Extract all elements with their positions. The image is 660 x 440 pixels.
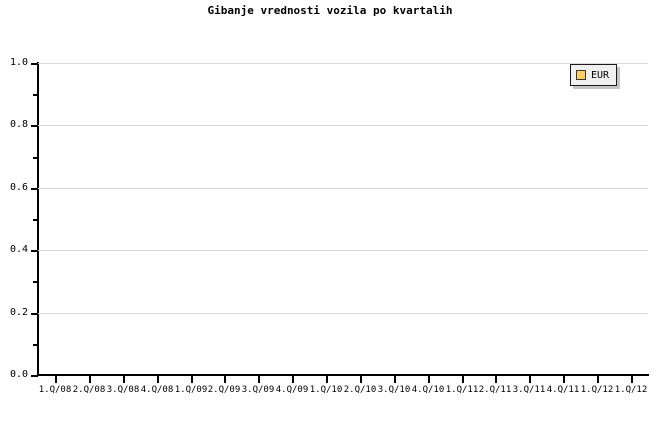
x-axis-tick: [428, 376, 430, 383]
x-axis-tick: [89, 376, 91, 383]
x-axis-tick: [563, 376, 565, 383]
x-axis-tick: [55, 376, 57, 383]
gridline: [38, 188, 648, 189]
chart-legend[interactable]: EUR: [570, 64, 618, 86]
gridline: [38, 125, 648, 126]
x-axis-label: 3.Q/08: [106, 385, 140, 395]
plot-area: [38, 63, 648, 375]
x-axis-tick: [529, 376, 531, 383]
y-axis-tick: [31, 250, 38, 252]
x-axis-label: 2.Q/11: [478, 385, 512, 395]
gridline: [38, 250, 648, 251]
y-axis-label: 0.2: [9, 307, 28, 318]
x-axis-tick: [258, 376, 260, 383]
chart-title: Gibanje vrednosti vozila po kvartalih: [207, 4, 453, 17]
x-axis-tick: [157, 376, 159, 383]
x-axis-label: 3.Q/10: [377, 385, 411, 395]
gridline: [38, 63, 648, 64]
x-axis-label: 1.Q/10: [309, 385, 343, 395]
x-axis-label: 4.Q/10: [411, 385, 445, 395]
x-axis-tick: [224, 376, 226, 383]
y-axis-minor-tick: [33, 157, 38, 159]
y-axis-tick: [31, 125, 38, 127]
y-axis-label: 0.6: [9, 182, 28, 193]
x-axis-label: 1.Q/09: [174, 385, 208, 395]
x-axis-tick: [631, 376, 633, 383]
x-axis-label: 3.Q/09: [241, 385, 275, 395]
legend-item[interactable]: EUR: [576, 70, 609, 81]
x-axis-tick: [360, 376, 362, 383]
x-axis-tick: [394, 376, 396, 383]
x-axis-label: 3.Q/11: [512, 385, 546, 395]
y-axis-minor-tick: [33, 344, 38, 346]
x-axis-tick: [191, 376, 193, 383]
x-axis-label: 1.Q/11: [445, 385, 479, 395]
x-axis-label: 1.Q/12: [614, 385, 648, 395]
y-axis-minor-tick: [33, 219, 38, 221]
y-axis-label: 0.8: [9, 119, 28, 130]
x-axis-tick: [326, 376, 328, 383]
y-axis-tick: [31, 188, 38, 190]
x-axis-label: 1.Q/08: [38, 385, 72, 395]
y-axis-tick: [31, 63, 38, 65]
y-axis-label: 0.4: [9, 244, 28, 255]
x-axis-label: 4.Q/09: [275, 385, 309, 395]
x-axis-label: 2.Q/09: [207, 385, 241, 395]
x-axis-label: 4.Q/11: [546, 385, 580, 395]
gridline: [38, 313, 648, 314]
y-axis-label: 0.0: [9, 369, 28, 380]
y-axis-tick: [31, 375, 38, 377]
y-axis-tick: [31, 313, 38, 315]
y-axis-minor-tick: [33, 94, 38, 96]
x-axis-label: 2.Q/10: [343, 385, 377, 395]
x-axis-tick: [292, 376, 294, 383]
legend-swatch-icon: [576, 70, 586, 80]
y-axis-label: 1.0: [9, 57, 28, 68]
series-layer: [38, 63, 648, 375]
x-axis-tick: [462, 376, 464, 383]
y-axis-line: [37, 62, 39, 376]
x-axis-tick: [123, 376, 125, 383]
x-axis-label: 1.Q/12: [580, 385, 614, 395]
y-axis-minor-tick: [33, 281, 38, 283]
x-axis-label: 4.Q/08: [140, 385, 174, 395]
x-axis-tick: [597, 376, 599, 383]
x-axis-tick: [495, 376, 497, 383]
x-axis-label: 2.Q/08: [72, 385, 106, 395]
legend-label: EUR: [591, 69, 610, 81]
gridlines: [38, 63, 648, 375]
x-axis-line: [37, 374, 649, 376]
